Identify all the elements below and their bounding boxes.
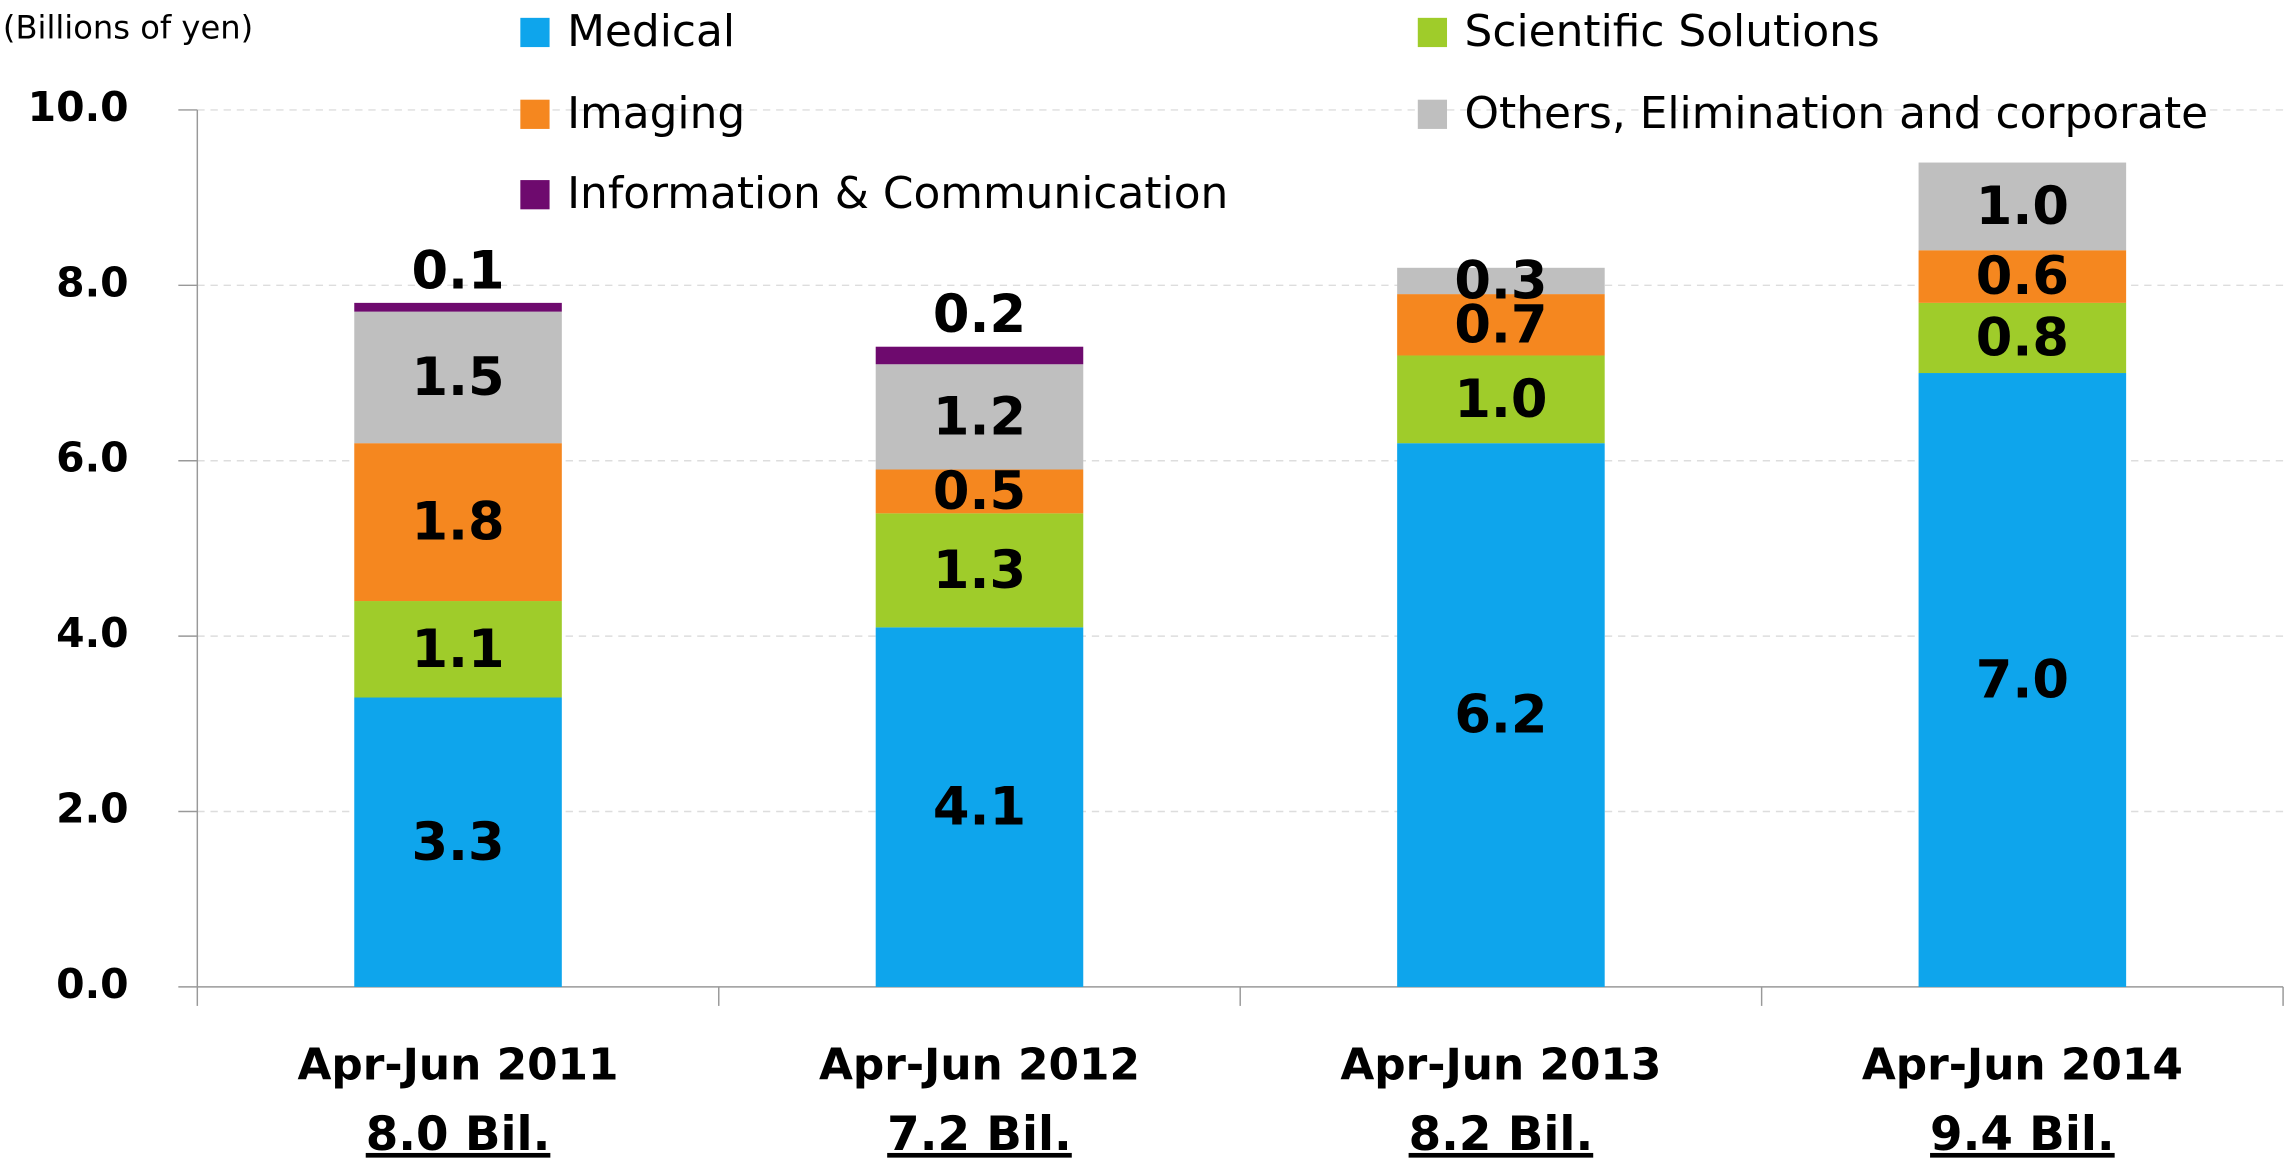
bar-segment [1397, 267, 1605, 295]
legend-label: Scientific Solutions [1465, 6, 1880, 57]
y-tick-label: 8.0 [56, 258, 128, 306]
legend-swatch [520, 17, 550, 48]
y-axis-unit: (Billions of yen) [3, 9, 253, 47]
value-label: 1.0 [1454, 369, 1547, 430]
legend-label: Others, Elimination and corporate [1465, 88, 2209, 139]
y-tick-label: 4.0 [56, 609, 128, 657]
value-label: 0.6 [1976, 246, 2069, 307]
value-label: 0.8 [1976, 308, 2069, 369]
total-label: 8.0 Bil. [366, 1108, 551, 1162]
legend-label: Information & Communication [567, 168, 1228, 219]
legend-label: Medical [567, 6, 735, 57]
total-label: 8.2 Bil. [1409, 1108, 1594, 1162]
value-label: 1.0 [1976, 176, 2069, 237]
bar-segment [354, 302, 562, 312]
value-label: 1.8 [411, 492, 504, 553]
bar-segment [1918, 302, 2127, 374]
value-label: 0.1 [411, 240, 504, 301]
y-tick-label: 0.0 [56, 960, 128, 1008]
bar-segment [354, 443, 562, 602]
legend-swatch [520, 180, 550, 210]
bar-segment [1397, 355, 1605, 444]
value-label: 0.3 [1454, 251, 1547, 312]
bar-segment [1918, 250, 2127, 303]
x-tick-label: Apr-Jun 2014 [1862, 1039, 2183, 1090]
value-label: 1.2 [933, 386, 1026, 447]
value-label: 0.2 [933, 284, 1026, 345]
y-tick-label: 10.0 [28, 83, 129, 131]
bar-segment [875, 513, 1084, 628]
value-label: 6.2 [1454, 685, 1547, 746]
value-label: 1.5 [411, 347, 504, 408]
bar-segment [354, 697, 562, 987]
bar-segment [875, 627, 1084, 987]
bar-segment [354, 311, 562, 444]
total-label: 7.2 Bil. [887, 1108, 1072, 1162]
bar-segment [1397, 294, 1605, 356]
y-tick-label: 6.0 [56, 434, 128, 482]
value-label: 3.3 [411, 812, 504, 873]
value-label: 4.1 [933, 777, 1026, 838]
legend-swatch [520, 99, 550, 129]
bar-segment [875, 469, 1084, 514]
total-label: 9.4 Bil. [1930, 1108, 2115, 1162]
x-tick-label: Apr-Jun 2012 [819, 1039, 1140, 1090]
legend-swatch [1417, 17, 1448, 48]
value-label: 1.3 [933, 540, 1026, 601]
bar-segment [354, 601, 562, 698]
bar-segment [1918, 162, 2127, 251]
legend-swatch [1417, 99, 1448, 129]
value-label: 7.0 [1976, 650, 2069, 711]
bar-segment [1397, 443, 1605, 987]
x-tick-label: Apr-Jun 2011 [298, 1039, 619, 1090]
x-tick-label: Apr-Jun 2013 [1340, 1039, 1661, 1090]
bar-segment [875, 346, 1084, 365]
value-label: 0.5 [933, 461, 1026, 522]
bar-segment [1918, 373, 2127, 987]
legend-label: Imaging [567, 88, 745, 139]
value-label: 0.7 [1454, 294, 1547, 355]
y-tick-label: 2.0 [56, 785, 128, 833]
bar-segment [875, 364, 1084, 470]
value-label: 1.1 [411, 619, 504, 680]
